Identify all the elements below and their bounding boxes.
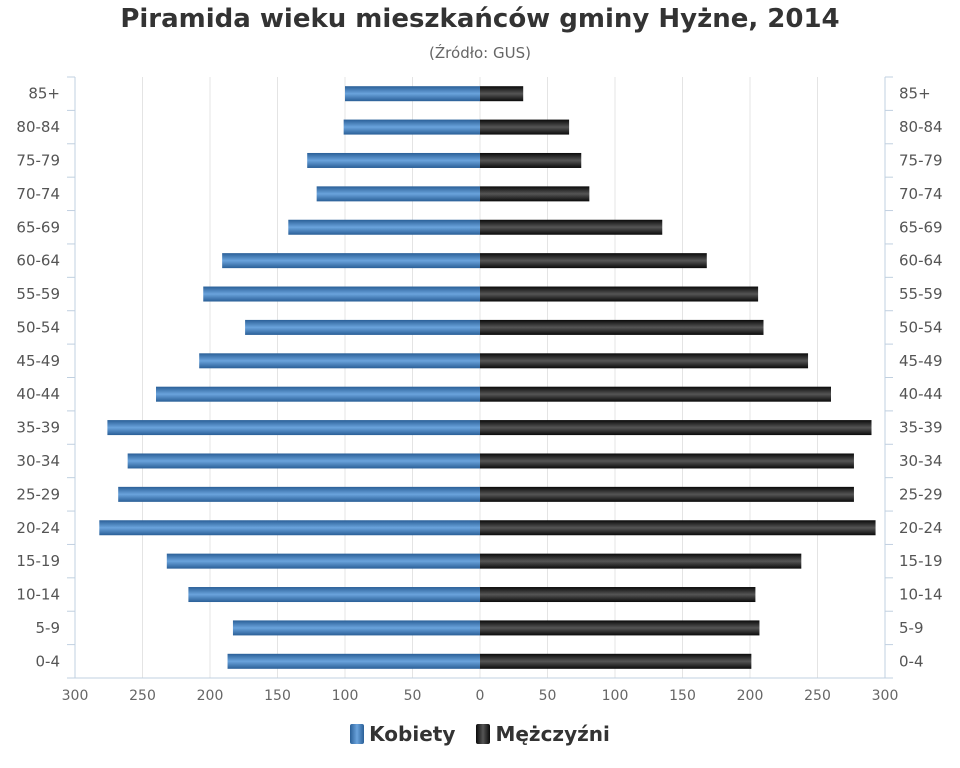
- y-category-label-left: 45-49: [16, 352, 60, 370]
- bar-women: [156, 386, 480, 402]
- y-category-label-left: 10-14: [16, 586, 60, 604]
- y-category-label-right: 55-59: [899, 285, 943, 303]
- bar-men: [480, 319, 764, 335]
- y-category-label-right: 75-79: [899, 151, 943, 169]
- bar-women: [232, 620, 480, 636]
- bar-men: [480, 219, 663, 235]
- legend-swatch-women: [350, 724, 365, 744]
- bar-men: [480, 186, 590, 202]
- x-tick-label: 300: [872, 688, 899, 704]
- x-tick-label: 300: [62, 688, 89, 704]
- y-category-label-left: 55-59: [16, 285, 60, 303]
- y-category-label-left: 30-34: [16, 452, 60, 470]
- chart-title: Piramida wieku mieszkańców gminy Hyżne, …: [120, 4, 840, 34]
- bar-women: [199, 353, 480, 369]
- x-tick-label: 150: [669, 688, 696, 704]
- y-category-label-right: 35-39: [899, 419, 943, 437]
- x-tick-label: 150: [264, 688, 291, 704]
- bar-men: [480, 520, 876, 536]
- bar-women: [188, 587, 480, 603]
- bar-men: [480, 353, 809, 369]
- y-category-label-right: 80-84: [899, 118, 943, 136]
- bar-women: [345, 86, 480, 102]
- bar-women: [222, 253, 480, 269]
- y-category-label-left: 70-74: [16, 185, 60, 203]
- x-tick-label: 250: [129, 688, 156, 704]
- y-category-label-left: 25-29: [16, 485, 60, 503]
- y-category-label-left: 80-84: [16, 118, 60, 136]
- bar-women: [118, 486, 480, 502]
- legend-item-women[interactable]: Kobiety: [350, 722, 455, 746]
- bar-men: [480, 553, 802, 569]
- legend-label-men: Mężczyźni: [495, 722, 610, 746]
- bar-women: [227, 653, 480, 669]
- bar-men: [480, 486, 854, 502]
- legend-item-men[interactable]: Mężczyźni: [476, 722, 610, 746]
- x-tick-label: 50: [404, 688, 422, 704]
- bar-women: [99, 520, 481, 536]
- bar-men: [480, 420, 872, 436]
- bar-women: [166, 553, 481, 569]
- y-category-label-right: 65-69: [899, 218, 943, 236]
- y-category-label-right: 70-74: [899, 185, 943, 203]
- x-tick-label: 100: [332, 688, 359, 704]
- y-category-label-right: 5-9: [899, 619, 924, 637]
- y-category-label-right: 10-14: [899, 586, 943, 604]
- y-category-label-right: 25-29: [899, 485, 943, 503]
- y-category-label-left: 85+: [28, 85, 60, 103]
- bar-men: [480, 587, 756, 603]
- legend-swatch-men: [476, 724, 491, 744]
- y-category-label-left: 40-44: [16, 385, 60, 403]
- y-category-label-left: 5-9: [36, 619, 61, 637]
- y-category-label-right: 40-44: [899, 385, 943, 403]
- y-category-label-right: 30-34: [899, 452, 943, 470]
- bar-men: [480, 152, 582, 168]
- chart-subtitle: (Źródło: GUS): [429, 44, 531, 62]
- legend-label-women: Kobiety: [369, 722, 456, 746]
- bar-women: [245, 319, 480, 335]
- bar-women: [127, 453, 481, 469]
- y-category-label-left: 20-24: [16, 519, 60, 537]
- bar-men: [480, 253, 707, 269]
- y-category-label-left: 65-69: [16, 218, 60, 236]
- x-tick-label: 100: [602, 688, 629, 704]
- y-category-label-left: 60-64: [16, 252, 60, 270]
- y-category-label-left: 75-79: [16, 151, 60, 169]
- y-category-label-right: 60-64: [899, 252, 943, 270]
- y-category-label-right: 20-24: [899, 519, 943, 537]
- chart-legend: Kobiety Mężczyźni: [0, 722, 960, 746]
- y-category-label-left: 15-19: [16, 552, 60, 570]
- bar-women: [343, 119, 480, 135]
- x-tick-label: 200: [197, 688, 224, 704]
- y-category-label-left: 35-39: [16, 419, 60, 437]
- y-category-label-right: 0-4: [899, 652, 924, 670]
- bar-men: [480, 119, 570, 135]
- bar-women: [288, 219, 480, 235]
- bar-men: [480, 86, 524, 102]
- bar-men: [480, 620, 760, 636]
- bar-men: [480, 453, 854, 469]
- y-category-label-right: 15-19: [899, 552, 943, 570]
- y-category-label-right: 45-49: [899, 352, 943, 370]
- y-category-label-right: 85+: [899, 85, 931, 103]
- x-tick-label: 250: [804, 688, 831, 704]
- population-pyramid-chart: 300 250 200 150 100 50 0 50 100 150 200 250 300 85+ 85…: [16, 76, 943, 704]
- bar-men: [480, 386, 831, 402]
- y-category-label-left: 50-54: [16, 318, 60, 336]
- bar-men: [480, 653, 752, 669]
- bar-women: [107, 420, 481, 436]
- y-category-label-left: 0-4: [36, 652, 61, 670]
- y-category-label-right: 50-54: [899, 318, 943, 336]
- bar-men: [480, 286, 759, 302]
- bar-women: [307, 152, 480, 168]
- bar-women: [203, 286, 480, 302]
- x-tick-label: 0: [476, 688, 485, 704]
- x-tick-label: 50: [539, 688, 557, 704]
- x-tick-label: 200: [737, 688, 764, 704]
- bar-women: [316, 186, 480, 202]
